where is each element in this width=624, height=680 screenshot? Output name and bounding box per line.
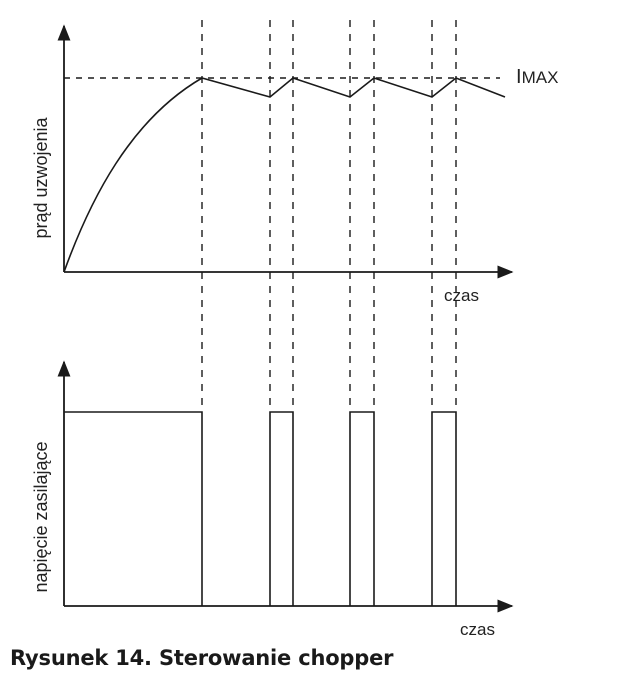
current-curve	[63, 77, 506, 273]
voltage-y-label: napięcie zasilające	[31, 441, 51, 592]
voltage-waveform	[64, 411, 457, 606]
current-plot: prąd uzwojenia czas IMAX	[31, 24, 558, 305]
imax-label: IMAX	[516, 66, 558, 88]
current-y-label: prąd uzwojenia	[31, 116, 51, 238]
voltage-x-label: czas	[460, 620, 495, 639]
figure-caption: Rysunek 14. Sterowanie chopper	[10, 646, 394, 670]
sync-lines	[201, 20, 457, 412]
chopper-diagram: prąd uzwojenia czas IMAX napięcie zasila…	[31, 20, 558, 639]
voltage-plot: napięcie zasilające czas	[31, 360, 514, 639]
current-x-label: czas	[444, 286, 479, 305]
